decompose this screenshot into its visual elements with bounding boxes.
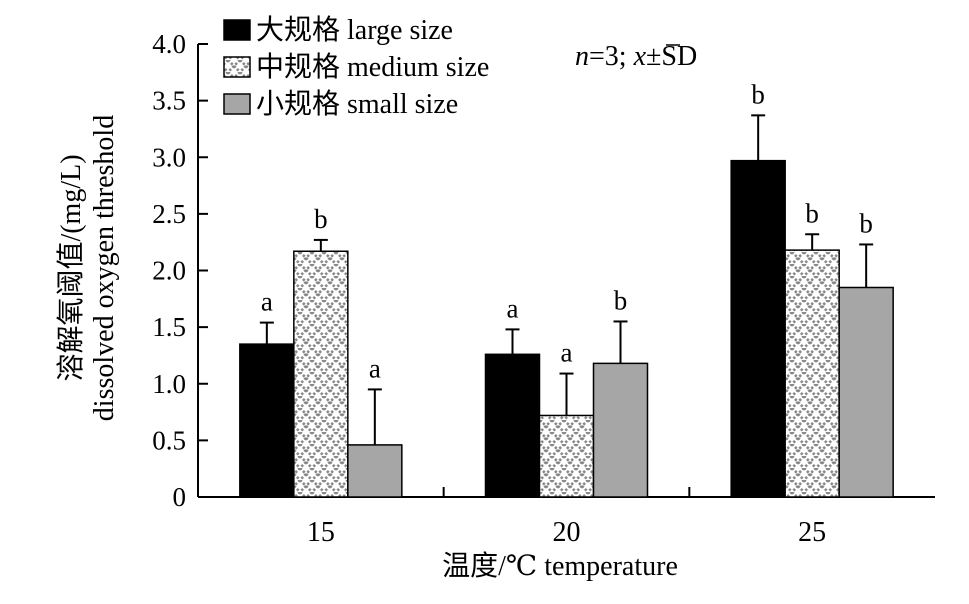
y-tick-label: 0.5 [152, 425, 186, 455]
bar [784, 249, 840, 498]
y-axis-title-line2: dissolved oxygen threshold [89, 115, 120, 421]
bar [592, 362, 649, 498]
bar [838, 286, 894, 498]
bar [538, 414, 595, 498]
significance-label: b [805, 198, 819, 228]
bar [239, 343, 295, 498]
y-tick-label: 2.0 [152, 256, 186, 286]
svg-text:n=3; x±SD: n=3; x±SD [575, 41, 697, 72]
y-tick-label: 1.5 [152, 312, 186, 342]
significance-label: a [561, 338, 573, 368]
sample-size-annotation: n=3; x±SD [575, 41, 697, 72]
y-tick-label: 2.5 [152, 199, 186, 229]
significance-label: b [614, 285, 628, 315]
legend-label: 小规格 small size [256, 88, 458, 120]
y-tick-label: 1.0 [152, 369, 186, 399]
significance-label: a [261, 287, 273, 317]
y-axis-title-line1: 溶解氧阈值/(mg/L) [55, 154, 87, 381]
x-axis-title: 温度/℃ temperature [442, 550, 678, 582]
y-tick-label: 3.0 [152, 142, 186, 172]
legend-label: 大规格 large size [256, 14, 453, 46]
bar [484, 353, 541, 498]
x-category-label: 15 [307, 517, 335, 548]
y-tick-label: 4.0 [152, 29, 186, 59]
annotation-n-text: =3; [589, 41, 634, 72]
axes: 0 0.5 1.0 1.5 2.0 2.5 3.0 3.5 4.0 15 20 25 [152, 29, 935, 548]
legend-swatch [223, 19, 251, 41]
bar [347, 444, 403, 498]
legend: 大规格 large size 中规格 medium size 小规格 small s… [223, 14, 489, 120]
significance-label: a [507, 293, 519, 323]
bar [730, 159, 786, 498]
y-ticks: 0 0.5 1.0 1.5 2.0 2.5 3.0 3.5 4.0 [152, 29, 208, 512]
significance-label: a [369, 353, 381, 383]
legend-label: 中规格 medium size [256, 51, 489, 83]
annotation-rest: ±SD [646, 41, 697, 72]
x-ticks: 15 20 25 [307, 487, 826, 548]
annotation-n: n [575, 41, 589, 72]
legend-swatch [223, 93, 251, 115]
significance-labels: a a b b a b a b b [261, 79, 873, 383]
legend-swatch [223, 56, 251, 78]
y-tick-label: 0 [173, 482, 187, 512]
significance-label: b [859, 208, 873, 238]
annotation-xbar: x [633, 41, 647, 72]
significance-label: b [314, 204, 328, 234]
y-tick-label: 3.5 [152, 86, 186, 116]
x-category-label: 20 [553, 517, 581, 548]
x-category-label: 25 [798, 517, 826, 548]
bar [293, 250, 349, 498]
error-bars [259, 114, 874, 445]
bars [239, 159, 894, 498]
significance-label: b [751, 79, 765, 109]
